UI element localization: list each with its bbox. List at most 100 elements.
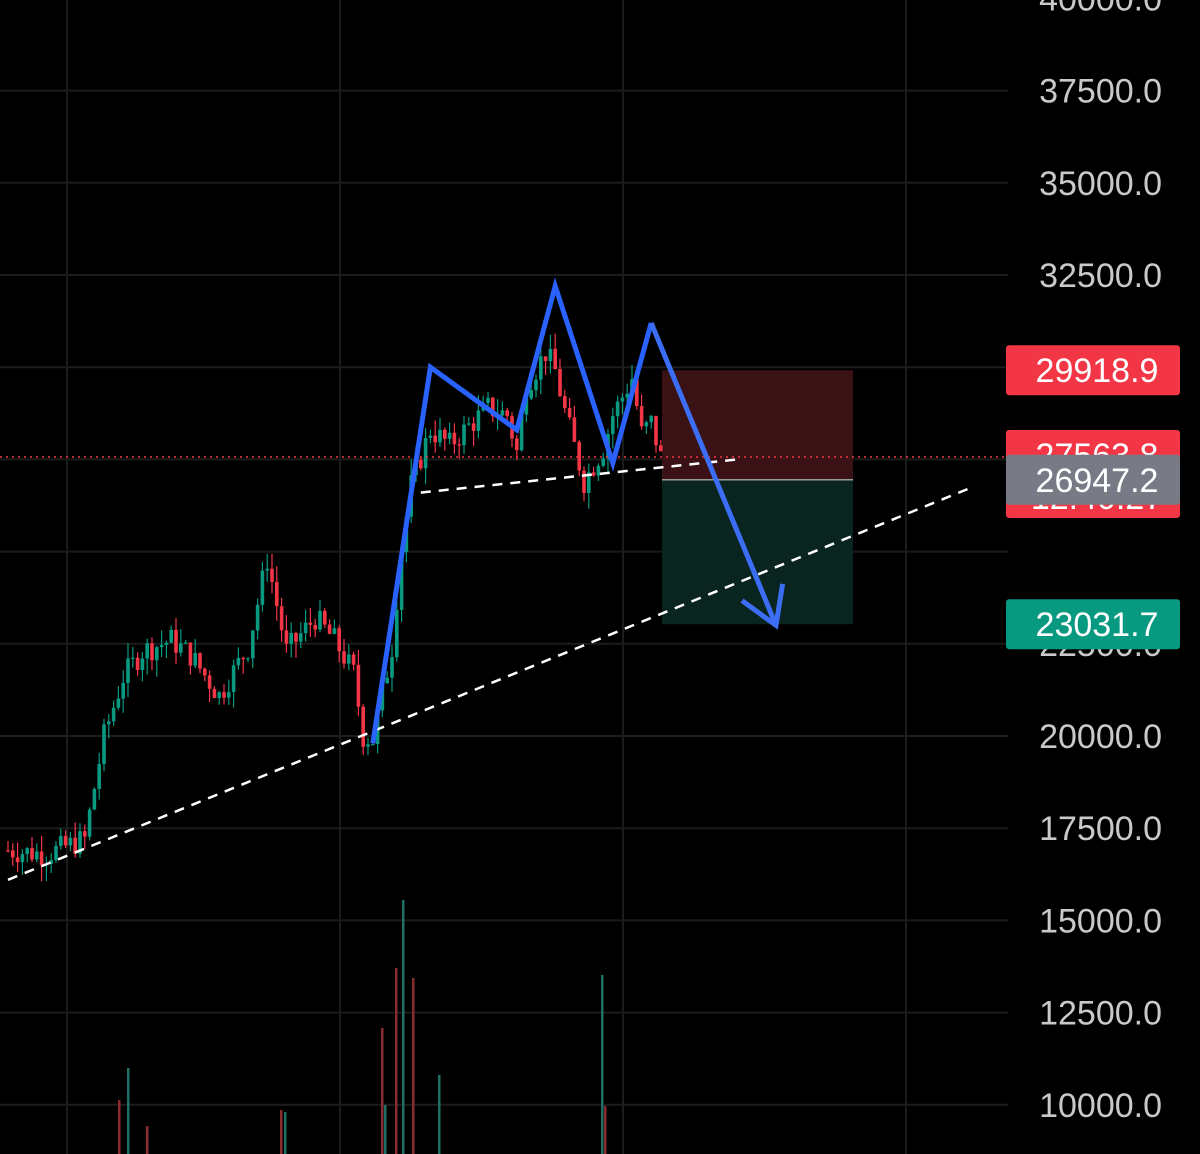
reward-zone xyxy=(662,479,853,625)
candle-body xyxy=(342,651,346,664)
candle-body xyxy=(457,444,461,446)
candle-body xyxy=(428,435,433,438)
candle-body xyxy=(318,610,322,630)
candle-body xyxy=(649,415,653,423)
candle-body xyxy=(611,416,615,434)
candle-body xyxy=(279,606,284,631)
candle-body xyxy=(203,668,207,676)
projection-arrow-shaft xyxy=(648,321,779,627)
candle-body xyxy=(423,437,428,469)
candle-body xyxy=(131,657,135,659)
candle-body xyxy=(49,860,53,864)
y-axis-tick-label: 37500.0 xyxy=(1039,73,1162,111)
candle-body xyxy=(639,406,644,427)
candle-body xyxy=(476,410,481,431)
candle-body xyxy=(111,707,116,722)
candle-body xyxy=(92,788,97,810)
price-badge-value: 23031.7 xyxy=(1036,606,1159,644)
candle-body xyxy=(289,632,293,644)
candle-body xyxy=(524,398,529,415)
volume-bar xyxy=(384,1105,387,1154)
pattern-polyline xyxy=(370,277,654,744)
candle-body xyxy=(399,551,404,610)
candle-body xyxy=(251,630,255,659)
candle-body xyxy=(164,642,169,645)
candle-body xyxy=(486,397,490,403)
candle-body xyxy=(563,396,567,409)
candle-body xyxy=(548,348,553,362)
candle-body xyxy=(543,356,548,362)
candle-body xyxy=(135,657,140,670)
candle-body xyxy=(87,809,92,837)
candle-body xyxy=(207,675,212,689)
y-axis-tick-label: 32500.0 xyxy=(1039,257,1162,295)
candle-body xyxy=(63,835,68,846)
candle-body xyxy=(505,410,509,417)
candle-body xyxy=(500,410,505,416)
candle-body xyxy=(15,857,20,863)
price-badge-take-profit xyxy=(1006,599,1180,650)
candle-body xyxy=(596,465,601,476)
candle-body xyxy=(577,441,581,471)
y-axis-tick-label: 40000.0 xyxy=(1039,0,1162,18)
volume-bar xyxy=(127,1068,130,1154)
candle-body xyxy=(659,445,663,452)
candle-body xyxy=(102,724,106,765)
candle-body xyxy=(116,698,121,708)
candle-body xyxy=(260,570,265,605)
candle-body xyxy=(390,657,394,678)
price-badge-entry xyxy=(1006,454,1180,505)
price-axis[interactable]: 10000.012500.015000.017500.020000.022500… xyxy=(1039,0,1162,1125)
volume-bar xyxy=(284,1112,287,1154)
candle-body xyxy=(332,628,337,634)
candle-body xyxy=(121,682,125,699)
candle-body xyxy=(303,622,308,634)
volume-bar xyxy=(395,968,398,1154)
volume-bar xyxy=(280,1110,283,1154)
candle-body xyxy=(174,629,178,653)
candle-body xyxy=(126,658,130,683)
candle-body xyxy=(198,653,202,669)
candle-body xyxy=(30,848,34,860)
candle-body xyxy=(447,432,452,439)
candle-body xyxy=(539,356,543,380)
candle-body xyxy=(246,658,250,660)
y-axis-tick-label: 10000.0 xyxy=(1039,1087,1162,1125)
y-axis-tick-label: 17500.0 xyxy=(1039,810,1162,848)
candle-body xyxy=(11,850,15,858)
candle-body xyxy=(366,744,370,747)
candle-body xyxy=(635,379,639,407)
candle-body xyxy=(227,692,231,698)
pattern-drawing[interactable] xyxy=(370,277,786,744)
y-axis-tick-label: 20000.0 xyxy=(1039,718,1162,756)
candle-body xyxy=(20,854,25,863)
candle-body xyxy=(567,408,572,418)
candle-body xyxy=(275,582,279,607)
volume-bar xyxy=(146,1126,149,1154)
volume-bar xyxy=(402,900,405,1154)
candle-body xyxy=(59,835,63,846)
candle-body xyxy=(169,629,173,643)
candle-body xyxy=(231,665,236,693)
candle-body xyxy=(294,632,298,642)
candle-body xyxy=(145,643,149,659)
volume-bar xyxy=(118,1100,121,1154)
volume-bar xyxy=(604,1106,607,1154)
candle-body xyxy=(467,423,471,425)
candle-body xyxy=(212,688,217,699)
volume-bars xyxy=(118,900,607,1154)
candle-body xyxy=(313,624,317,630)
price-badge-value: 29918.9 xyxy=(1036,352,1159,390)
candle-body xyxy=(625,393,629,398)
candle-body xyxy=(452,432,457,445)
candle-body xyxy=(327,624,332,634)
candle-body xyxy=(356,664,361,707)
candle-body xyxy=(529,390,533,399)
candle-body xyxy=(601,458,605,466)
candle-body xyxy=(351,654,356,665)
candle-body xyxy=(558,369,562,397)
candle-body xyxy=(284,630,289,644)
